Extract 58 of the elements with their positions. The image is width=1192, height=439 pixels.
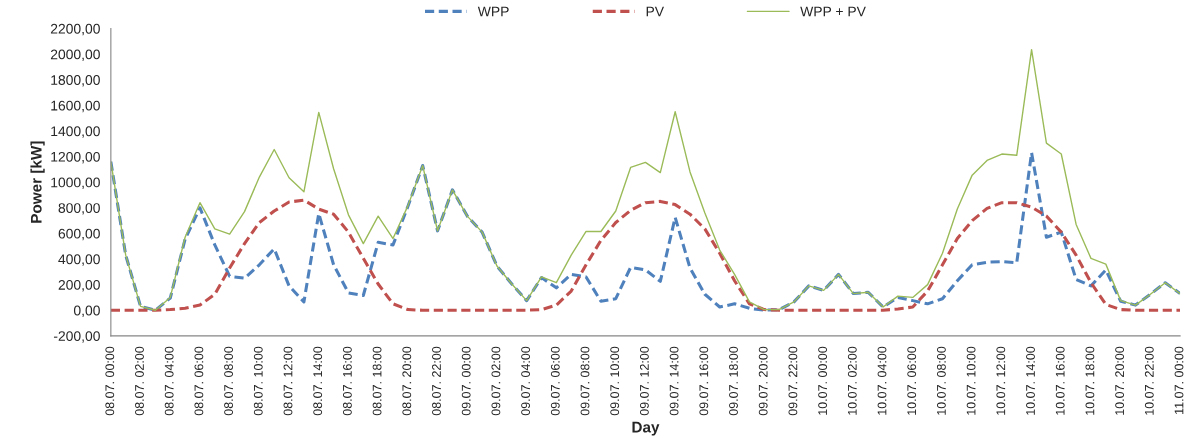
y-tick-label: 2000,00 (50, 49, 100, 61)
x-tick-label: 10.07. 02:00 (847, 346, 857, 415)
x-tick-label: 08.07. 16:00 (342, 346, 352, 416)
x-tick-label: 09.07. 02:00 (491, 346, 501, 416)
y-tick-label: 1600,00 (51, 100, 100, 113)
x-tick-label: 08.07. 22:00 (432, 346, 441, 416)
legend-label: WPP (477, 6, 509, 17)
line-series (110, 48, 1181, 311)
x-tick-label: 09.07. 04:00 (521, 346, 531, 416)
x-tick-label: 09.07. 00:00 (461, 346, 471, 416)
x-tick-label: 08.07. 10:00 (253, 346, 263, 416)
y-tick-label: 1000,00 (51, 177, 100, 189)
x-tick-label: 09.07. 12:00 (639, 346, 649, 416)
x-tick-label: 10.07. 06:00 (907, 346, 917, 415)
x-tick-label: 09.07. 14:00 (669, 346, 679, 416)
x-tick-label: 10.07. 18:00 (1085, 346, 1095, 415)
x-tick-label: 08.07. 04:00 (164, 346, 174, 416)
x-tick-label: 10.07. 00:00 (818, 346, 828, 415)
x-tick-label: 08.07. 20:00 (402, 346, 412, 416)
y-axis-title: Power [kW] (30, 141, 45, 223)
legend-label: PV (646, 6, 664, 17)
x-tick-label: 09.07. 20:00 (758, 346, 768, 416)
x-tick-label: 08.07. 06:00 (194, 346, 204, 416)
y-tick-label: 600,00 (58, 228, 100, 241)
x-tick-label: 08.07. 12:00 (283, 346, 293, 416)
x-tick-label: 09.07. 10:00 (610, 346, 620, 416)
x-tick-label: 10.07. 16:00 (1055, 346, 1065, 415)
x-tick-label: 09.07. 16:00 (699, 346, 709, 416)
x-tick-label: 08.07. 08:00 (224, 346, 234, 416)
y-tick-label: 0,00 (73, 305, 100, 318)
y-tick-label: 1400,00 (51, 126, 100, 138)
line-series (110, 151, 1181, 312)
y-tick-label: 800,00 (58, 203, 100, 215)
y-tick-label: 1200,00 (51, 151, 100, 164)
x-axis-title: Day (632, 421, 660, 436)
x-tick-label: 10.07. 12:00 (996, 346, 1006, 415)
x-tick-label: 10.07. 10:00 (966, 346, 976, 415)
legend-label: WPP + PV (800, 6, 866, 17)
x-tick-label: 09.07. 08:00 (580, 346, 590, 416)
x-tick-label: 10.07. 14:00 (1026, 346, 1035, 415)
x-tick-label: 09.07. 22:00 (788, 346, 798, 416)
line-series (110, 198, 1181, 312)
x-tick-label: 09.07. 18:00 (729, 346, 738, 416)
x-tick-label: 10.07. 04:00 (877, 346, 887, 415)
x-tick-label: 08.07. 02:00 (135, 346, 144, 416)
x-tick-label: 10.07. 20:00 (1115, 346, 1125, 415)
y-tick-label: 400,00 (58, 254, 100, 266)
y-tick-label: -200,00 (53, 331, 100, 343)
y-tick-label: 2200,00 (50, 23, 100, 36)
x-tick-label: 10.07. 22:00 (1144, 346, 1154, 415)
x-tick-label: 08.07. 14:00 (313, 346, 323, 416)
y-tick-label: 1800,00 (51, 75, 100, 87)
x-tick-label: 08.07. 18:00 (372, 346, 382, 416)
x-tick-label: 10.07. 08:00 (936, 346, 946, 415)
x-tick-label: 08.07. 00:00 (105, 346, 115, 416)
x-tick-label: 09.07. 06:00 (550, 346, 560, 416)
x-tick-label: 11.07. 00:00 (1174, 346, 1184, 414)
y-tick-label: 200,00 (58, 279, 100, 292)
